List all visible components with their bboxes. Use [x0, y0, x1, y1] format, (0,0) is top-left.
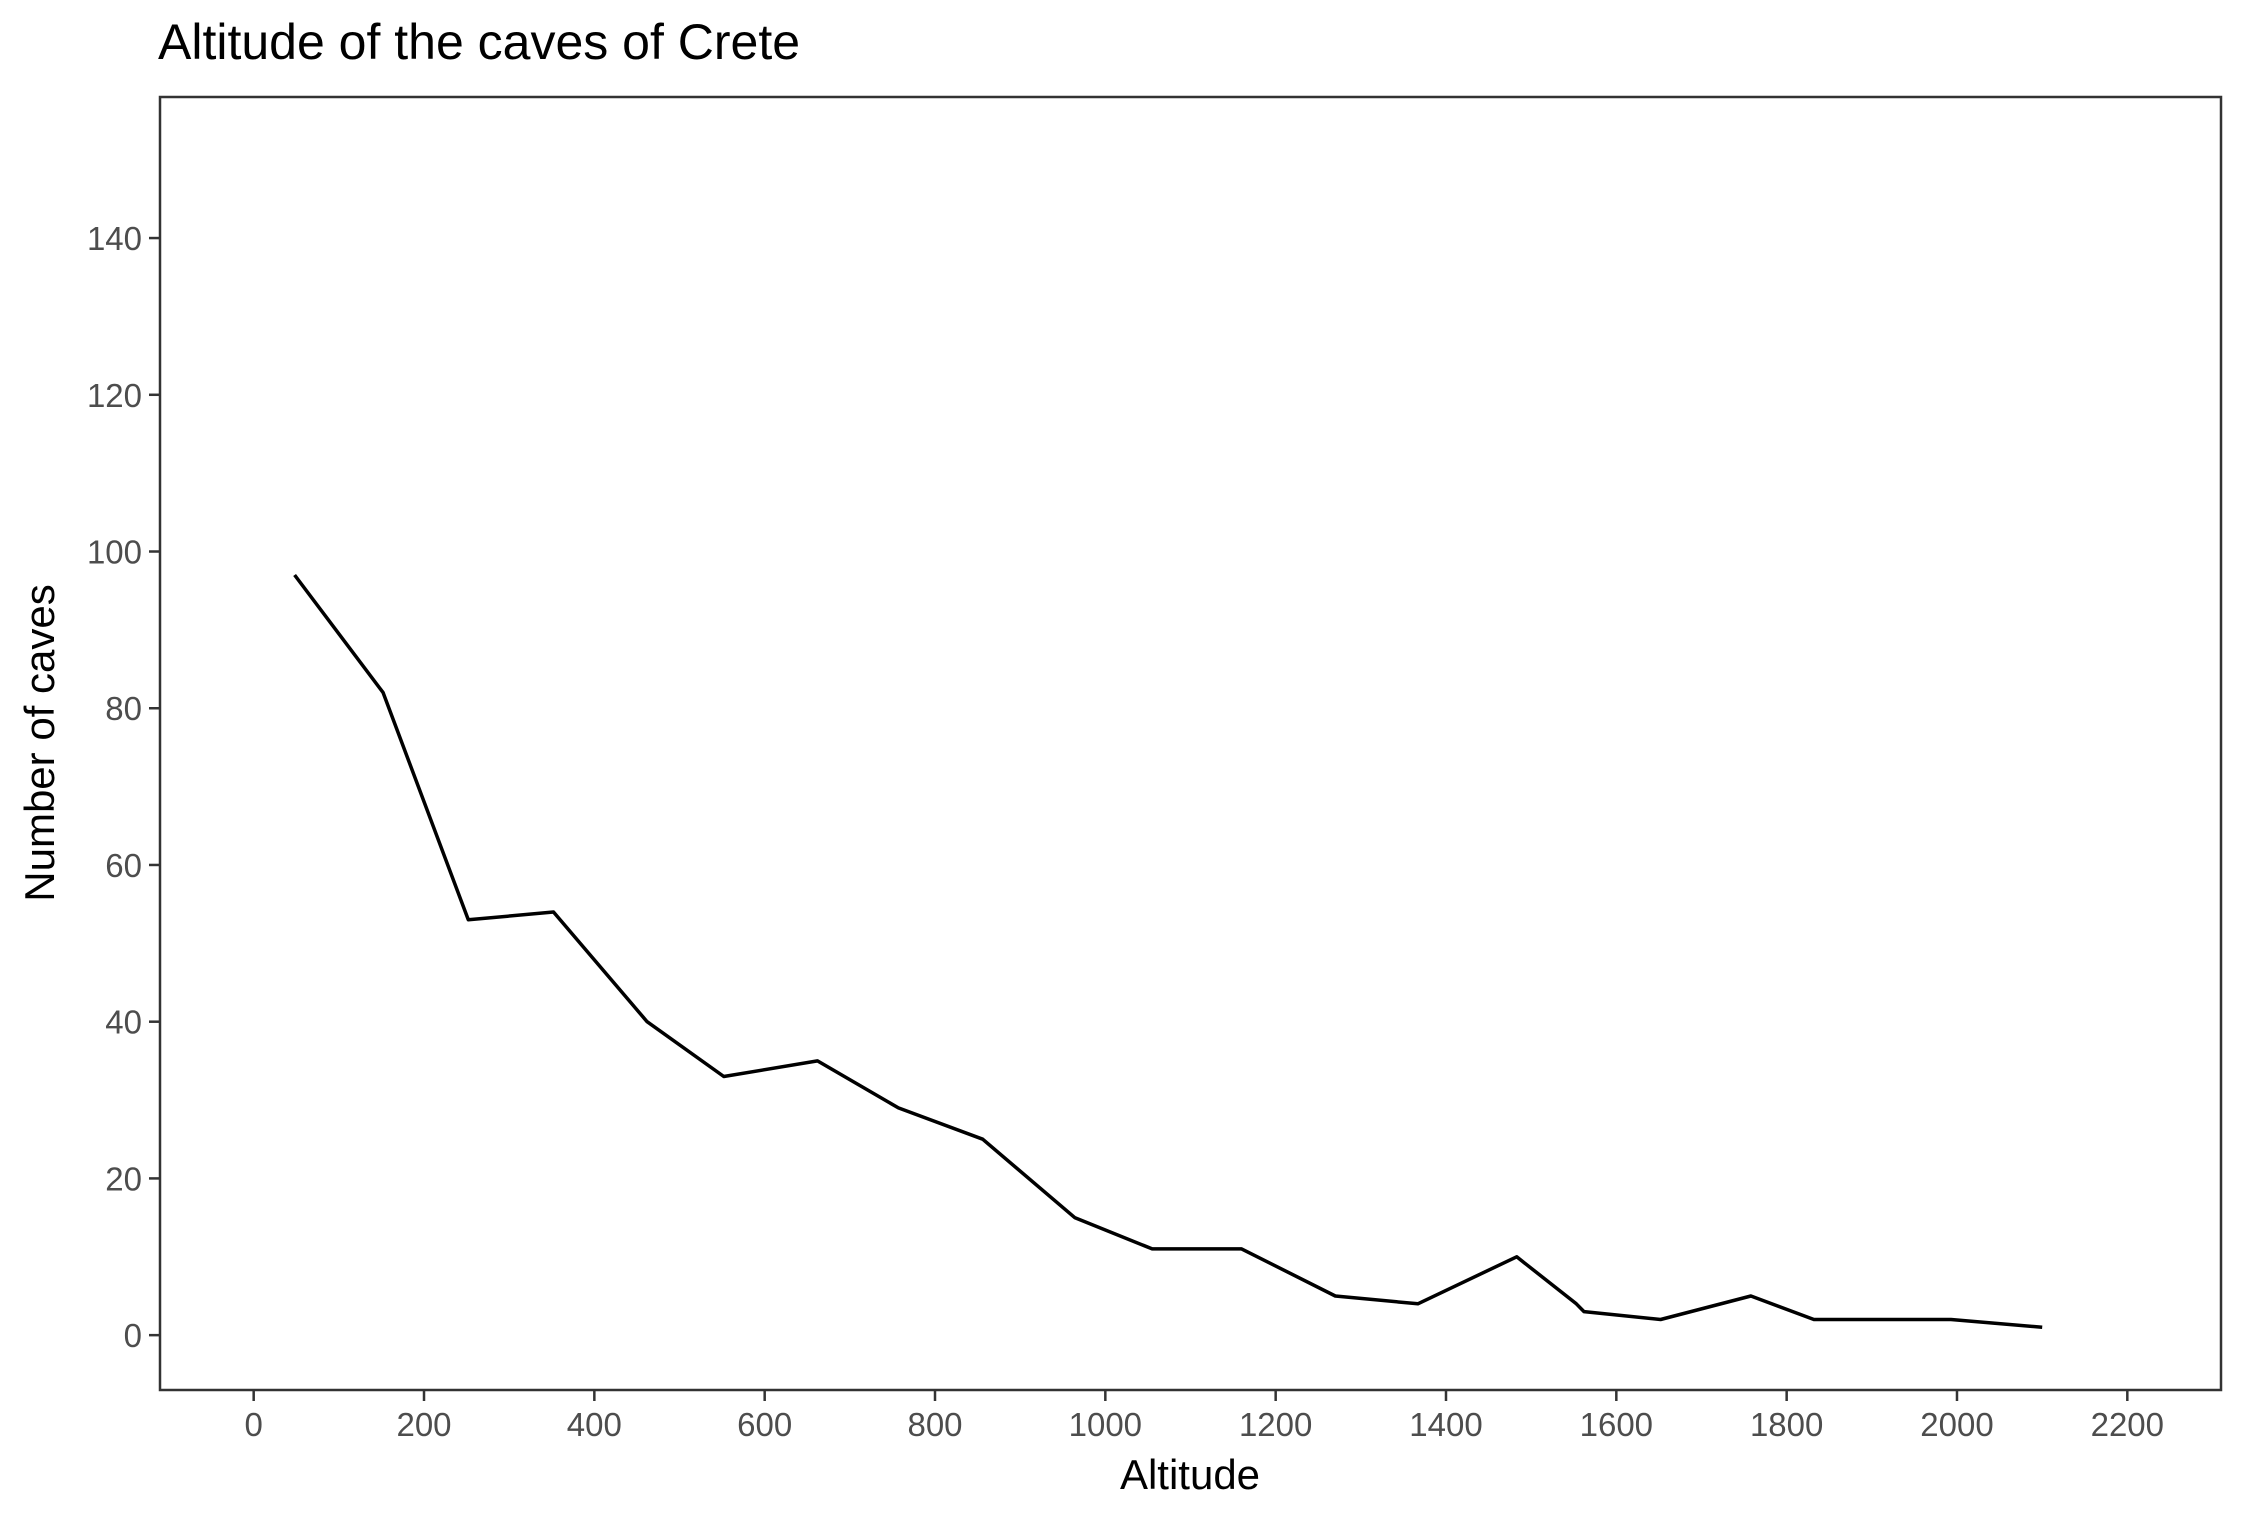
y-tick-label: 40 — [105, 1004, 142, 1041]
x-tick-label: 1200 — [1239, 1406, 1312, 1443]
x-tick-label: 1600 — [1580, 1406, 1653, 1443]
y-tick-label: 20 — [105, 1160, 142, 1197]
y-tick-label: 100 — [87, 534, 142, 571]
y-axis-label: Number of caves — [16, 584, 63, 901]
y-tick-label: 0 — [124, 1317, 142, 1354]
x-tick-label: 0 — [245, 1406, 263, 1443]
y-tick-label: 140 — [87, 220, 142, 257]
x-axis-label: Altitude — [1120, 1451, 1260, 1498]
x-axis: 0 200 400 600 800 1000 1200 1400 1600 1800 2000 220… — [245, 1390, 2164, 1443]
y-tick-label: 120 — [87, 377, 142, 414]
x-tick-label: 1000 — [1069, 1406, 1142, 1443]
x-tick-label: 400 — [567, 1406, 622, 1443]
x-tick-label: 600 — [737, 1406, 792, 1443]
x-tick-label: 800 — [907, 1406, 962, 1443]
plot-panel — [158, 95, 2223, 1392]
y-tick-label: 60 — [105, 847, 142, 884]
y-axis: 0 20 40 60 80 100 120 140 — [87, 220, 160, 1354]
y-tick-label: 80 — [105, 690, 142, 727]
x-tick-label: 2000 — [1920, 1406, 1993, 1443]
x-tick-label: 2200 — [2091, 1406, 2164, 1443]
chart-title: Altitude of the caves of Crete — [158, 14, 800, 70]
series-line — [293, 573, 2043, 1330]
x-tick-label: 1800 — [1750, 1406, 1823, 1443]
x-tick-label: 1400 — [1409, 1406, 1482, 1443]
x-tick-label: 200 — [396, 1406, 451, 1443]
